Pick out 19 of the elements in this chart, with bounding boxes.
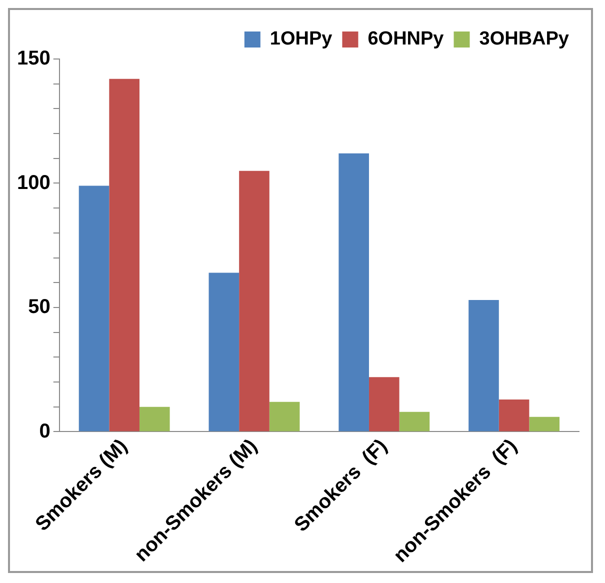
- bar: [399, 412, 430, 432]
- bar: [109, 78, 140, 432]
- y-tick-label: 0: [39, 420, 50, 442]
- bar: [338, 153, 369, 432]
- legend-label: 3OHBAPy: [479, 28, 570, 50]
- bar: [368, 377, 400, 432]
- y-tick-label: 150: [16, 48, 50, 70]
- legend-label: 6OHNPy: [368, 28, 444, 50]
- bar: [529, 416, 560, 432]
- y-tick-label: 100: [16, 172, 50, 194]
- bar: [468, 300, 499, 432]
- bar: [498, 399, 530, 432]
- bar: [78, 186, 110, 432]
- bar: [269, 402, 300, 432]
- bar: [208, 272, 240, 432]
- legend-label: 1OHPy: [270, 28, 333, 50]
- bar: [239, 170, 270, 432]
- y-tick-label: 50: [28, 296, 50, 318]
- bar: [139, 406, 170, 432]
